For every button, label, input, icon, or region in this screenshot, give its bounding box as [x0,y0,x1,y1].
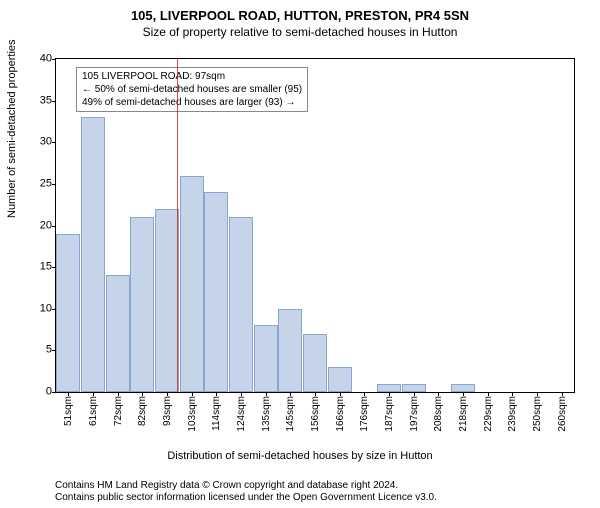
license-line2: Contains public sector information licen… [55,492,437,504]
y-tick-mark [52,392,56,393]
histogram-bar [303,334,327,392]
x-tick-label: 187sqm [384,396,395,432]
chart-container: 105, LIVERPOOL ROAD, HUTTON, PRESTON, PR… [0,8,600,508]
x-tick-label: 156sqm [310,396,321,432]
y-axis-label: Number of semi-detached properties [6,39,18,218]
x-tick-label: 145sqm [285,396,296,432]
x-tick-label: 197sqm [409,396,420,432]
annotation-line1: 105 LIVERPOOL ROAD: 97sqm [82,70,302,83]
x-tick-label: 239sqm [507,396,518,432]
histogram-bar [180,176,204,392]
plot-area: 105 LIVERPOOL ROAD: 97sqm ← 50% of semi-… [55,58,575,393]
annotation-line2: ← 50% of semi-detached houses are smalle… [82,83,302,96]
x-tick-label: 124sqm [236,396,247,432]
y-tick-mark [52,226,56,227]
histogram-bar [328,367,352,392]
x-tick-label: 61sqm [88,396,99,426]
x-tick-label: 72sqm [113,396,124,426]
y-tick-mark [52,59,56,60]
x-tick-label: 166sqm [335,396,346,432]
x-tick-label: 176sqm [359,396,370,432]
histogram-bar [56,234,80,392]
x-tick-label: 260sqm [557,396,568,432]
x-tick-label: 208sqm [433,396,444,432]
histogram-bar [278,309,302,392]
x-tick-label: 229sqm [483,396,494,432]
histogram-bar [229,217,253,392]
annotation-line3: 49% of semi-detached houses are larger (… [82,96,302,109]
x-tick-label: 82sqm [137,396,148,426]
histogram-bar [204,192,228,392]
y-tick-mark [52,101,56,102]
license-line1: Contains HM Land Registry data © Crown c… [55,480,437,492]
histogram-bar [106,275,130,392]
histogram-bar [155,209,179,392]
y-tick-label: 40 [22,54,56,65]
histogram-bar [377,384,401,392]
y-tick-mark [52,184,56,185]
histogram-bar [254,325,278,392]
x-tick-label: 51sqm [63,396,74,426]
x-tick-label: 114sqm [211,396,222,431]
x-tick-label: 218sqm [458,396,469,432]
chart-title-main: 105, LIVERPOOL ROAD, HUTTON, PRESTON, PR… [0,8,600,23]
x-axis-label: Distribution of semi-detached houses by … [0,450,600,462]
reference-line [177,59,178,392]
chart-title-sub: Size of property relative to semi-detach… [0,25,600,39]
histogram-bar [451,384,475,392]
histogram-bar [130,217,154,392]
x-tick-label: 103sqm [187,396,198,432]
license-text: Contains HM Land Registry data © Crown c… [55,480,437,504]
x-tick-label: 93sqm [162,396,173,426]
y-tick-label: 5 [22,345,56,356]
annotation-box: 105 LIVERPOOL ROAD: 97sqm ← 50% of semi-… [76,67,308,112]
y-tick-label: 30 [22,137,56,148]
y-tick-label: 10 [22,303,56,314]
y-tick-label: 15 [22,262,56,273]
y-tick-label: 35 [22,95,56,106]
y-tick-label: 25 [22,178,56,189]
histogram-bar [81,117,105,392]
y-tick-label: 20 [22,220,56,231]
y-tick-mark [52,142,56,143]
x-tick-label: 250sqm [532,396,543,432]
histogram-bar [402,384,426,392]
x-tick-label: 135sqm [261,396,272,432]
y-tick-label: 0 [22,387,56,398]
